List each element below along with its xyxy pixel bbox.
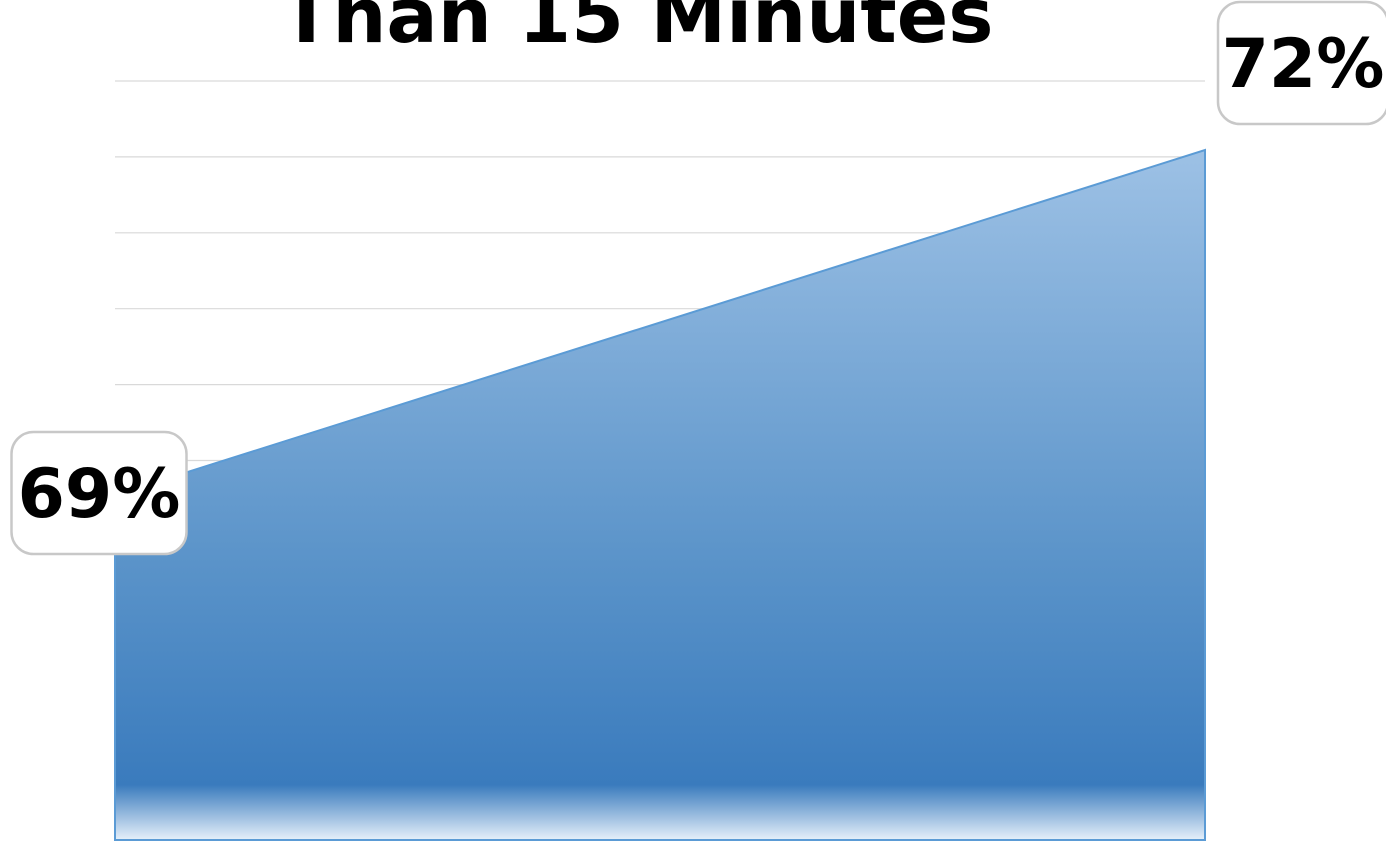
area-series xyxy=(114,148,1206,841)
data-label-text: 72% xyxy=(1222,25,1385,104)
data-label: 69% xyxy=(10,430,188,556)
data-label-box xyxy=(1216,0,1386,126)
area-layer xyxy=(114,148,1206,841)
data-labels: 69% 72% xyxy=(10,0,1386,556)
data-label-box xyxy=(10,430,188,556)
chart-title: Than 15 Minutes xyxy=(280,0,993,60)
data-label: 72% xyxy=(1216,0,1386,126)
data-label-text: 69% xyxy=(18,455,181,534)
